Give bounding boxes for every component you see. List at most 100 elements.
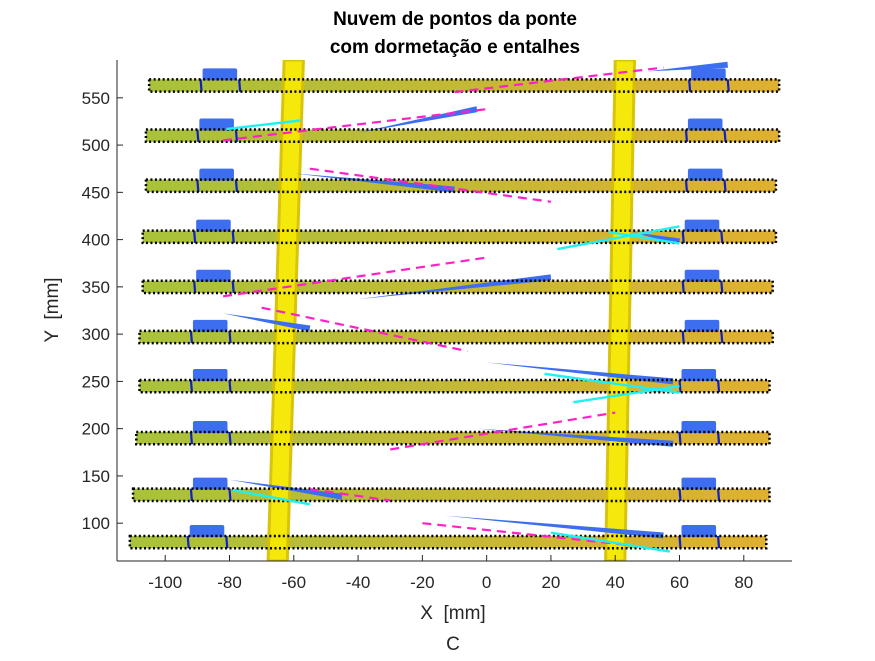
- notch-line-left-b-3: [228, 431, 232, 445]
- notch-line-right-b-6: [720, 280, 724, 294]
- plot-content: [128, 60, 781, 561]
- y-tick-label-3: 200: [82, 420, 110, 439]
- notch-line-right-a-2: [678, 488, 682, 502]
- notch-line-left-b-4: [228, 379, 232, 393]
- chart-title-line-1: Nuvem de pontos da ponte: [333, 9, 577, 30]
- notch-line-right-a-7: [681, 230, 685, 244]
- notch-block-right-1: [681, 524, 717, 537]
- sleeper-outline-3: [135, 430, 771, 446]
- x-tick-label-7: 20: [541, 573, 560, 592]
- y-tick-label-4: 250: [82, 372, 110, 391]
- notch-line-right-a-3: [678, 431, 682, 445]
- x-tick-label-10: 80: [734, 573, 753, 592]
- notch-line-left-a-2: [189, 488, 194, 502]
- notch-block-left-10: [202, 68, 238, 81]
- cyan-line-1: [232, 488, 311, 506]
- y-tick-label-9: 500: [82, 136, 110, 155]
- notch-line-left-b-10: [238, 79, 242, 92]
- magenta-dashed-line-4: [261, 306, 468, 353]
- cyan-line-4: [573, 384, 680, 404]
- sleeper-2: [133, 488, 770, 501]
- y-tick-label-10: 550: [82, 89, 110, 108]
- figure-caption: C: [446, 634, 460, 655]
- notch-block-right-3: [681, 420, 717, 433]
- notch-line-right-b-3: [716, 431, 721, 445]
- blue-streak-1: [444, 515, 664, 539]
- blue-streak-10: [647, 61, 728, 72]
- notch-line-left-b-1: [225, 535, 229, 549]
- y-tick-label-7: 400: [82, 231, 110, 250]
- cyan-line-2: [550, 531, 671, 553]
- sleeper-outline-6: [141, 279, 774, 295]
- sleeper-outline-8: [144, 178, 778, 194]
- notch-line-left-a-10: [199, 79, 203, 92]
- rail-2: [604, 60, 637, 561]
- notch-block-left-1: [189, 524, 225, 537]
- notch-line-left-b-7: [231, 230, 235, 244]
- notch-block-left-7: [196, 219, 231, 232]
- notch-block-right-4: [681, 368, 717, 381]
- notch-line-right-b-1: [716, 535, 721, 549]
- cyan-line-6: [608, 230, 680, 245]
- notch-block-left-8: [199, 168, 234, 181]
- notch-line-right-b-10: [726, 79, 730, 92]
- blue-streak-7: [293, 173, 455, 193]
- y-tick-label-5: 300: [82, 325, 110, 344]
- notch-line-left-a-6: [193, 280, 197, 294]
- x-tick-label-4: -40: [346, 573, 371, 592]
- notch-block-left-4: [192, 368, 228, 381]
- notch-line-right-b-8: [723, 179, 727, 192]
- notch-line-left-a-8: [196, 179, 200, 192]
- notch-block-right-6: [684, 269, 720, 282]
- notch-block-left-3: [192, 420, 228, 433]
- magenta-dashed-line-6: [309, 167, 552, 203]
- sleeper-outline-10: [147, 78, 781, 93]
- notch-line-right-b-7: [720, 230, 724, 244]
- notch-line-right-b-2: [716, 488, 721, 502]
- sleeper-10: [149, 79, 780, 92]
- rail-1: [266, 60, 305, 561]
- notch-line-right-a-1: [678, 535, 682, 549]
- notch-line-right-b-9: [723, 129, 727, 142]
- notch-line-left-b-2: [228, 488, 232, 502]
- notch-line-left-b-8: [234, 179, 239, 192]
- notch-line-left-a-1: [186, 535, 190, 549]
- notch-block-left-2: [192, 477, 228, 490]
- notch-line-right-a-5: [681, 330, 685, 344]
- notch-block-right-10: [691, 68, 726, 81]
- sleeper-7: [142, 230, 776, 243]
- y-axis-label: Y [mm]: [42, 277, 63, 342]
- notch-line-right-a-8: [684, 179, 689, 192]
- blue-streak-3: [477, 428, 674, 447]
- sleeper-outline-9: [144, 128, 781, 144]
- sleeper-outline-4: [138, 378, 771, 394]
- y-tick-label-2: 150: [82, 467, 110, 486]
- notch-line-left-a-4: [189, 379, 194, 393]
- cyan-line-5: [557, 225, 680, 251]
- blue-streak-5: [223, 313, 311, 332]
- notch-line-left-b-6: [231, 280, 235, 294]
- x-tick-label-1: -100: [148, 573, 182, 592]
- x-tick-label-2: -80: [217, 573, 242, 592]
- x-tick-label-3: -60: [281, 573, 306, 592]
- notch-block-right-5: [684, 319, 720, 332]
- notch-block-right-2: [681, 477, 717, 490]
- notch-line-right-b-5: [720, 330, 724, 344]
- notch-block-right-7: [684, 219, 720, 232]
- magenta-dashed-line-3: [390, 411, 616, 451]
- sleeper-outline-5: [138, 329, 774, 345]
- magenta-dashed-line-1: [309, 488, 391, 502]
- x-tick-label-5: -20: [410, 573, 435, 592]
- plot-area: [128, 60, 781, 561]
- notch-line-left-a-9: [196, 129, 200, 142]
- notch-line-left-b-5: [228, 330, 232, 344]
- notch-line-left-a-7: [193, 230, 197, 244]
- sleeper-5: [139, 330, 773, 344]
- sleeper-1: [129, 535, 767, 549]
- notch-line-left-b-9: [234, 129, 239, 142]
- y-tick-label-8: 450: [82, 183, 110, 202]
- notch-line-right-b-4: [716, 379, 721, 393]
- notch-line-left-a-3: [189, 431, 194, 445]
